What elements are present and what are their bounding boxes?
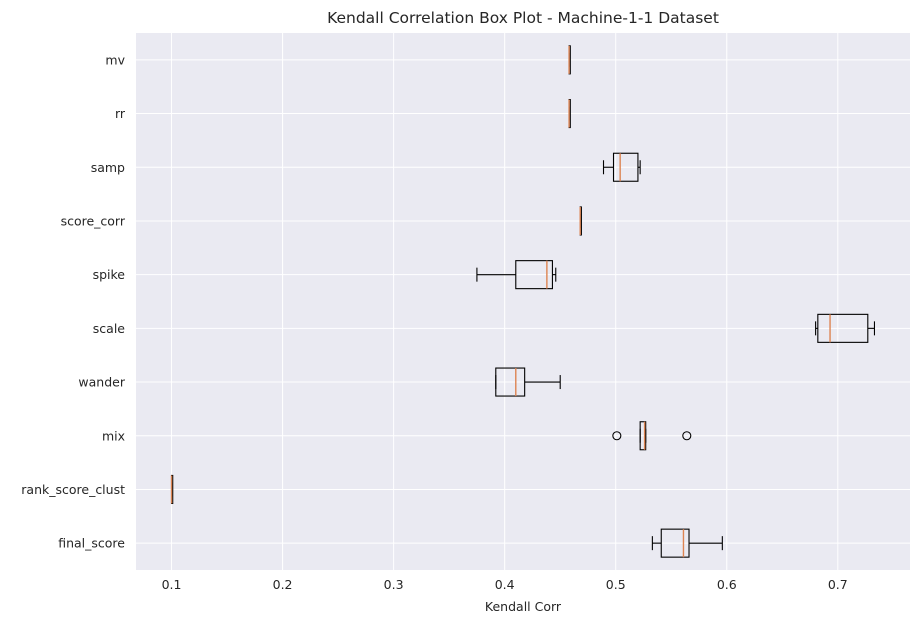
plot-area	[136, 33, 910, 570]
x-tick-label: 0.5	[606, 577, 626, 592]
box-iqr	[639, 421, 647, 451]
x-axis-label: Kendall Corr	[485, 599, 562, 614]
y-tick-label: wander	[78, 375, 125, 390]
box-spike	[476, 260, 557, 290]
outlier-point	[682, 431, 692, 441]
box-scale	[815, 313, 876, 343]
y-tick-label: spike	[93, 267, 126, 282]
x-tick-label: 0.3	[384, 577, 404, 592]
x-tick-label: 0.7	[828, 577, 848, 592]
grid-lines	[136, 33, 910, 570]
x-tick-label: 0.2	[273, 577, 293, 592]
x-tick-label: 0.1	[162, 577, 182, 592]
box-rr	[568, 99, 571, 129]
tick-labels: 0.1 0.2 0.3 0.4 0.5 0.6 0.7 mv rr samp score_corrs…	[21, 52, 847, 592]
y-tick-label: mix	[102, 428, 125, 443]
y-tick-label: scale	[93, 321, 126, 336]
y-tick-label: mv	[105, 52, 125, 67]
x-tick-label: 0.6	[717, 577, 737, 592]
y-tick-label: rr	[115, 106, 126, 121]
y-tick-label: rank_score_clust	[21, 482, 125, 497]
box-samp	[602, 152, 641, 182]
outlier-point	[612, 431, 622, 441]
x-tick-label: 0.4	[495, 577, 515, 592]
box-iqr	[817, 313, 869, 343]
box-score_corr	[579, 206, 582, 236]
chart-title: Kendall Correlation Box Plot - Machine-1…	[327, 9, 719, 27]
box-iqr	[660, 528, 690, 558]
y-tick-label: score_corr	[61, 213, 126, 228]
boxes	[170, 45, 876, 558]
box-rank_score_clust	[170, 474, 174, 505]
box-mix	[612, 421, 692, 451]
box-final_score	[651, 528, 723, 558]
y-tick-label: final_score	[58, 536, 125, 551]
box-iqr	[612, 152, 639, 182]
box-mv	[568, 45, 571, 75]
y-tick-label: samp	[91, 160, 125, 175]
box-iqr	[515, 260, 553, 290]
box-wander	[495, 367, 561, 397]
box-iqr	[495, 367, 526, 397]
